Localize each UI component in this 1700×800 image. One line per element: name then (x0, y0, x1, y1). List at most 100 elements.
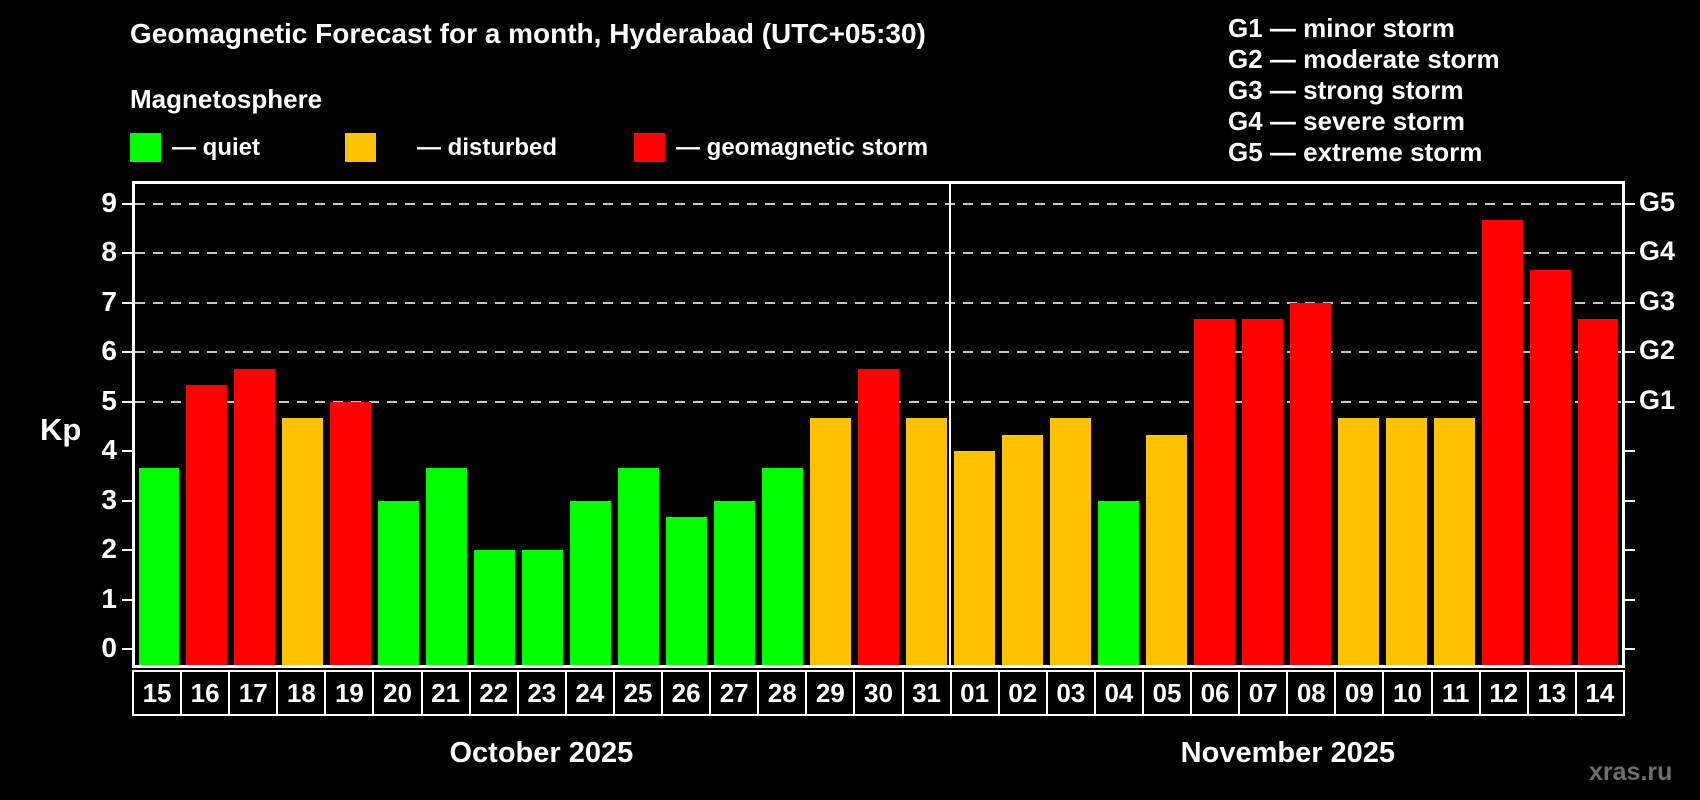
gridline-kp8 (135, 252, 1622, 255)
date-label-05: 05 (1141, 670, 1193, 716)
legend-label-disturbed: — disturbed (417, 134, 558, 161)
legend-swatch-quiet (130, 133, 161, 162)
legend-swatch-storm (634, 133, 665, 162)
legend-label-storm: — geomagnetic storm (676, 134, 929, 161)
date-label-14: 14 (1574, 670, 1625, 716)
kp-bar-october-22 (474, 550, 516, 665)
date-label-11: 11 (1430, 670, 1481, 716)
kp-axis-tick-left-6 (122, 351, 132, 354)
plot-area (132, 181, 1625, 668)
date-label-30: 30 (853, 670, 904, 716)
date-label-06: 06 (1190, 670, 1241, 716)
kp-bar-october-27 (714, 500, 756, 665)
kp-bar-november-04 (1097, 500, 1139, 665)
date-label-26: 26 (661, 670, 712, 716)
date-label-16: 16 (180, 670, 231, 716)
kp-bar-november-09 (1337, 418, 1379, 665)
kp-axis-tick-right-0 (1625, 648, 1635, 651)
month-label-october: October 2025 (449, 737, 634, 769)
legend-label-quiet: — quiet (172, 134, 260, 161)
chart-subtitle: Magnetosphere (130, 84, 323, 114)
kp-tick-label-8: 8 (101, 236, 117, 268)
kp-axis-tick-right-8 (1625, 252, 1635, 255)
kp-bar-november-02 (1001, 434, 1043, 665)
kp-bar-october-20 (378, 500, 420, 665)
kp-axis-tick-left-8 (122, 252, 132, 255)
storm-scale-line-g2: G2 — moderate storm (1228, 44, 1500, 74)
kp-bar-october-19 (330, 401, 372, 665)
kp-bar-october-26 (666, 517, 708, 665)
date-label-09: 09 (1334, 670, 1385, 716)
date-label-23: 23 (516, 670, 567, 716)
date-label-20: 20 (372, 670, 423, 716)
plot-inner (135, 184, 1622, 665)
kp-bar-november-08 (1289, 302, 1331, 665)
kp-bar-november-12 (1481, 220, 1523, 665)
kp-bar-october-31 (905, 418, 947, 665)
gridline-kp9 (135, 202, 1622, 205)
kp-bar-october-24 (570, 500, 612, 665)
kp-axis-tick-left-7 (122, 301, 132, 304)
storm-scale-legend: G1 — minor storm G2 — moderate storm G3 — … (1228, 13, 1500, 168)
kp-axis-tick-left-0 (122, 648, 132, 651)
kp-bar-november-14 (1577, 319, 1619, 665)
date-label-04: 04 (1093, 670, 1144, 716)
kp-bar-november-13 (1529, 269, 1571, 665)
kp-bar-november-05 (1145, 434, 1187, 665)
kp-bar-october-18 (282, 418, 324, 665)
legend-swatch-disturbed (345, 133, 376, 162)
date-label-22: 22 (468, 670, 519, 716)
kp-tick-label-3: 3 (101, 483, 117, 515)
kp-axis-tick-right-2 (1625, 549, 1635, 552)
date-label-28: 28 (757, 670, 808, 716)
kp-bar-october-28 (762, 467, 804, 665)
g-scale-label-g2: G2 (1639, 335, 1676, 366)
kp-bar-october-15 (138, 467, 180, 665)
kp-axis-tick-right-6 (1625, 351, 1635, 354)
month-separator (949, 184, 952, 665)
kp-axis-tick-right-1 (1625, 598, 1635, 601)
kp-bar-october-21 (426, 467, 468, 665)
kp-bar-october-17 (234, 368, 276, 665)
chart-title: Geomagnetic Forecast for a month, Hydera… (130, 18, 926, 49)
kp-tick-label-7: 7 (101, 285, 117, 317)
kp-bar-october-30 (858, 368, 899, 665)
date-label-17: 17 (228, 670, 279, 716)
kp-bar-october-23 (522, 550, 564, 665)
kp-bar-november-03 (1049, 418, 1091, 665)
date-label-21: 21 (420, 670, 471, 716)
storm-scale-line-g3: G3 — strong storm (1228, 75, 1464, 105)
g-scale-label-g1: G1 (1639, 384, 1676, 415)
kp-axis-tick-right-9 (1625, 202, 1635, 205)
storm-scale-line-g5: G5 — extreme storm (1228, 137, 1483, 167)
date-label-31: 31 (901, 670, 952, 716)
kp-axis-tick-left-2 (122, 549, 132, 552)
kp-tick-label-0: 0 (101, 632, 117, 664)
kp-tick-label-1: 1 (101, 582, 117, 614)
kp-axis-tick-right-5 (1625, 400, 1635, 403)
date-label-15: 15 (132, 670, 183, 716)
gridline-kp6 (135, 351, 1622, 354)
kp-axis-tick-left-3 (122, 499, 132, 502)
month-label-november: November 2025 (1180, 737, 1396, 769)
kp-axis-label: Kp (40, 412, 82, 447)
g-scale-label-g4: G4 (1639, 236, 1676, 267)
g-scale-label-g3: G3 (1639, 285, 1676, 316)
date-label-02: 02 (997, 670, 1048, 716)
kp-bar-november-10 (1385, 418, 1427, 665)
date-label-07: 07 (1238, 670, 1289, 716)
date-label-13: 13 (1526, 670, 1577, 716)
kp-axis-tick-right-4 (1625, 450, 1635, 453)
kp-bar-november-07 (1241, 319, 1283, 665)
kp-bar-november-06 (1193, 319, 1235, 665)
kp-tick-label-2: 2 (101, 533, 117, 565)
date-label-19: 19 (324, 670, 375, 716)
gridline-kp7 (135, 301, 1622, 304)
kp-tick-label-4: 4 (101, 434, 117, 466)
kp-tick-label-9: 9 (101, 186, 117, 218)
kp-bar-october-25 (618, 467, 660, 665)
kp-bar-november-11 (1433, 418, 1475, 665)
g-scale-label-g5: G5 (1639, 186, 1676, 217)
date-label-08: 08 (1286, 670, 1337, 716)
